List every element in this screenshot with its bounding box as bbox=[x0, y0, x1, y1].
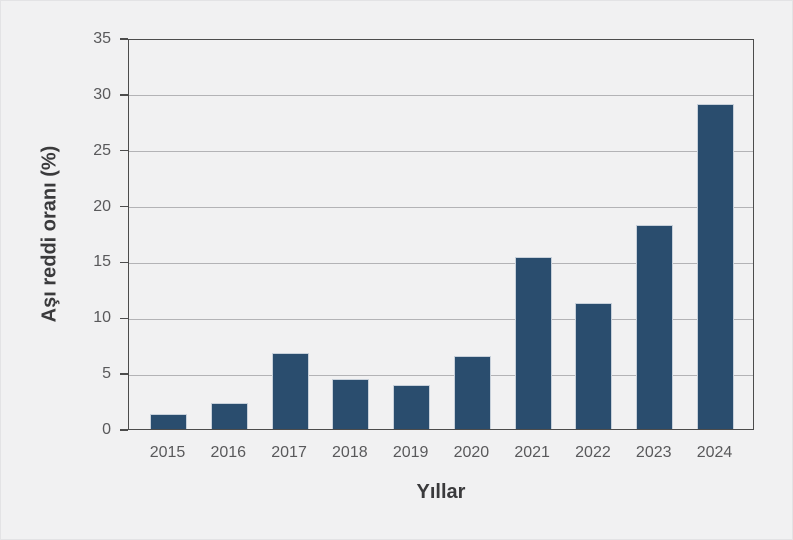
bar-2015 bbox=[150, 414, 187, 429]
x-tick-label-2022: 2022 bbox=[575, 444, 611, 461]
x-tick-label-2023: 2023 bbox=[635, 444, 672, 461]
x-tick-label-2016: 2016 bbox=[210, 444, 247, 461]
x-tick-label-2017: 2017 bbox=[271, 444, 307, 461]
gridline-y-15 bbox=[129, 262, 753, 264]
y-tick-label-10: 10 bbox=[93, 309, 111, 327]
x-tick-label-2018: 2018 bbox=[332, 444, 368, 461]
x-tick-label-2015: 2015 bbox=[149, 444, 186, 461]
y-axis-title: Aşı reddi oranı (%) bbox=[38, 145, 61, 323]
bar-2019 bbox=[393, 385, 431, 429]
y-tick-mark-10 bbox=[120, 317, 128, 320]
bar-2018 bbox=[332, 378, 370, 429]
y-tick-mark-20 bbox=[120, 205, 128, 208]
y-tick-label-30: 30 bbox=[93, 85, 111, 103]
y-tick-label-35: 35 bbox=[93, 30, 111, 47]
y-tick-label-5: 5 bbox=[102, 365, 111, 383]
x-tick-label-2021: 2021 bbox=[514, 444, 550, 461]
y-tick-label-0: 0 bbox=[102, 421, 111, 438]
y-tick-mark-15 bbox=[120, 261, 128, 264]
y-tick-label-20: 20 bbox=[93, 197, 111, 215]
y-tick-mark-35 bbox=[120, 38, 128, 40]
x-tick-label-2024: 2024 bbox=[696, 444, 733, 461]
x-tick-label-2019: 2019 bbox=[392, 444, 429, 461]
x-axis-title: Yıllar bbox=[416, 481, 466, 503]
gridline-y-10 bbox=[129, 318, 753, 320]
x-tick-label-2020: 2020 bbox=[453, 444, 490, 461]
bar-2023 bbox=[636, 224, 674, 429]
y-tick-label-25: 25 bbox=[93, 141, 111, 159]
y-tick-label-15: 15 bbox=[93, 253, 111, 271]
bar-2020 bbox=[453, 356, 491, 429]
gridline-y-25 bbox=[129, 151, 753, 153]
y-tick-mark-25 bbox=[120, 149, 128, 152]
gridline-y-5 bbox=[129, 374, 753, 376]
bar-2024 bbox=[697, 103, 734, 429]
bar-2017 bbox=[271, 353, 309, 429]
bar-2022 bbox=[575, 302, 613, 429]
bar-2016 bbox=[210, 403, 248, 429]
y-tick-mark-0 bbox=[120, 429, 128, 431]
y-tick-mark-30 bbox=[120, 94, 128, 96]
plot-area bbox=[128, 39, 754, 430]
gridline-y-20 bbox=[129, 207, 753, 209]
plot-layer bbox=[129, 40, 753, 429]
y-tick-mark-5 bbox=[120, 373, 128, 375]
bar-2021 bbox=[514, 256, 552, 429]
gridline-y-30 bbox=[129, 95, 753, 97]
